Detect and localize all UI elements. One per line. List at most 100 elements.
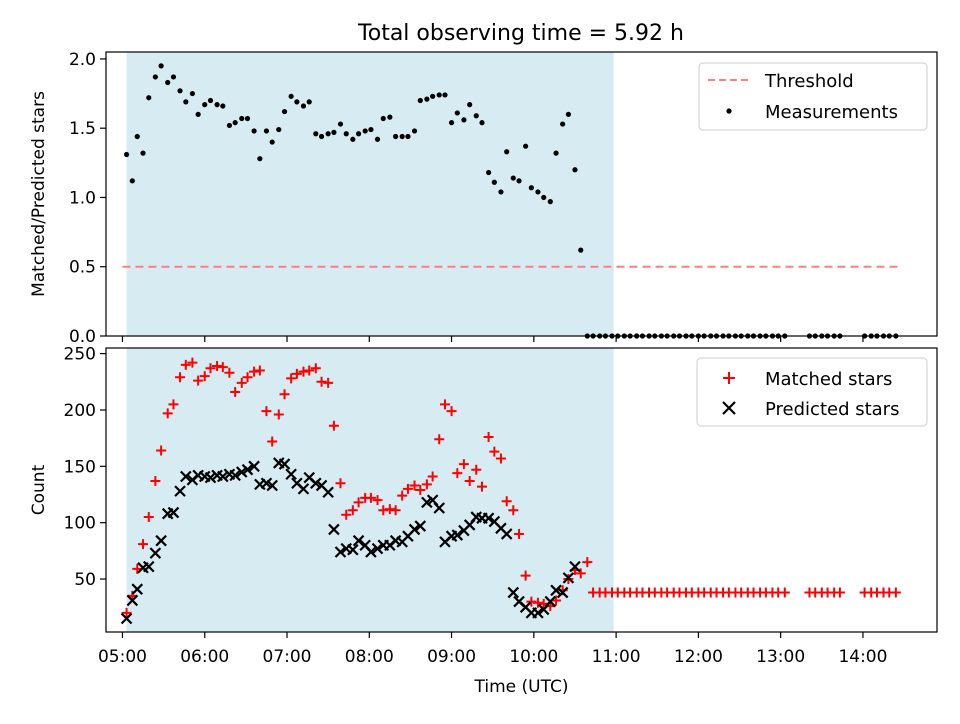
measurement-point: [479, 120, 485, 126]
matched-star-point: [168, 399, 179, 410]
ratio-legend-box: [698, 62, 928, 131]
matched-star-point: [230, 386, 241, 397]
predicted-star-point: [241, 463, 254, 476]
matched-star-point: [834, 587, 845, 598]
predicted-star-point: [248, 460, 260, 473]
matched-star-point: [501, 496, 512, 507]
matched-star-point: [199, 371, 210, 382]
measurement-point: [146, 95, 152, 101]
matched-star-point: [150, 475, 161, 486]
matched-star-point: [310, 363, 321, 374]
predicted-star-point: [532, 607, 544, 619]
matched-star-point: [532, 597, 543, 608]
legend-predicted-label: Predicted stars: [765, 399, 899, 420]
legend-matched-label: Matched stars: [765, 369, 892, 390]
matched-star-point: [508, 505, 519, 516]
measurement-point: [565, 111, 571, 117]
predicted-star-point: [482, 512, 495, 524]
measurement-point: [535, 189, 541, 195]
legend-matched-swatch: [723, 372, 735, 384]
y-tick-label: 100: [64, 514, 96, 534]
matched-star-point: [477, 481, 488, 492]
predicted-star-point: [352, 534, 365, 547]
matched-star-point: [254, 365, 265, 376]
predicted-star-point: [408, 523, 421, 536]
matched-star-point: [575, 568, 586, 579]
measurement-point: [411, 128, 418, 134]
matched-star-point: [286, 373, 297, 384]
matched-star-point: [471, 464, 482, 475]
x-tick-label: 14:00: [838, 647, 887, 667]
measurement-point: [553, 150, 559, 156]
predicted-star-point: [507, 586, 520, 599]
legend-plus-mark: [723, 372, 735, 384]
measurement-point: [177, 88, 183, 94]
x-tick-label: 07:00: [263, 647, 312, 667]
measurement-point: [368, 126, 374, 133]
matched-star-point: [205, 363, 216, 374]
matched-star-point: [365, 492, 376, 503]
matched-star-point: [421, 479, 432, 490]
matched-star-point: [434, 434, 445, 445]
legend-measurements-swatch: [726, 108, 732, 114]
chart-title: Total observing time = 5.92 h: [357, 21, 684, 46]
matched-star-point: [328, 420, 339, 431]
measurement-point: [399, 133, 405, 140]
predicted-star-point: [550, 584, 562, 597]
measurement-point: [318, 133, 325, 140]
predicted-star-point: [174, 485, 186, 497]
measurement-point: [547, 199, 553, 205]
matched-star-point: [193, 375, 204, 386]
measurement-point: [473, 113, 479, 119]
matched-star-point: [291, 368, 302, 379]
measurement-point: [541, 194, 547, 201]
ratio-axes-frame: [105, 51, 938, 337]
matched-star-point: [483, 432, 494, 443]
matched-star-point: [372, 495, 383, 506]
measurement-point: [572, 167, 578, 173]
count-legend: Matched stars Predicted stars: [696, 357, 928, 427]
legend-predicted-swatch: [722, 401, 736, 415]
y-tick-label: 1.0: [69, 188, 96, 208]
matched-star-point: [156, 445, 167, 456]
predicted-star-point: [451, 529, 464, 541]
x-tick-label: 13:00: [756, 647, 805, 667]
ratio-y-axis-label: Matched/Predicted stars: [29, 91, 49, 297]
count-axes-frame: [105, 347, 938, 633]
measurement-point: [461, 117, 467, 123]
predicted-star-point: [155, 534, 167, 547]
matched-star-point: [514, 528, 525, 539]
matched-star-point: [298, 366, 309, 377]
measurement-point: [232, 120, 238, 126]
matched-star-point: [520, 570, 531, 581]
predicted-star-point: [328, 523, 340, 536]
matched-star-point: [378, 505, 389, 516]
measurement-point: [140, 150, 146, 156]
matched-star-point: [175, 372, 186, 383]
measurement-point: [152, 74, 158, 80]
predicted-star-point: [556, 586, 569, 599]
predicted-star-point: [120, 612, 133, 625]
matched-star-point: [390, 505, 401, 516]
y-tick-label: 50: [74, 570, 96, 590]
measurement-point: [306, 99, 312, 105]
matched-star-point: [347, 505, 358, 516]
x-tick-label: 10:00: [509, 647, 558, 667]
matched-star-point: [323, 377, 334, 388]
matched-star-point: [415, 485, 426, 495]
y-tick-label: 150: [64, 457, 96, 477]
matched-star-point: [212, 361, 223, 372]
matched-star-point: [464, 475, 475, 486]
matched-star-point: [304, 365, 315, 376]
predicted-star-point: [334, 546, 347, 558]
predicted-star-point: [433, 502, 446, 514]
measurement-point: [430, 93, 436, 99]
measurement-point: [424, 96, 430, 102]
measurement-point: [362, 128, 368, 134]
measurement-point: [417, 97, 423, 104]
legend-measurements-label: Measurements: [765, 102, 898, 123]
matched-star-point: [335, 478, 346, 489]
measurement-point: [294, 99, 300, 105]
x-tick-label: 06:00: [180, 647, 229, 667]
